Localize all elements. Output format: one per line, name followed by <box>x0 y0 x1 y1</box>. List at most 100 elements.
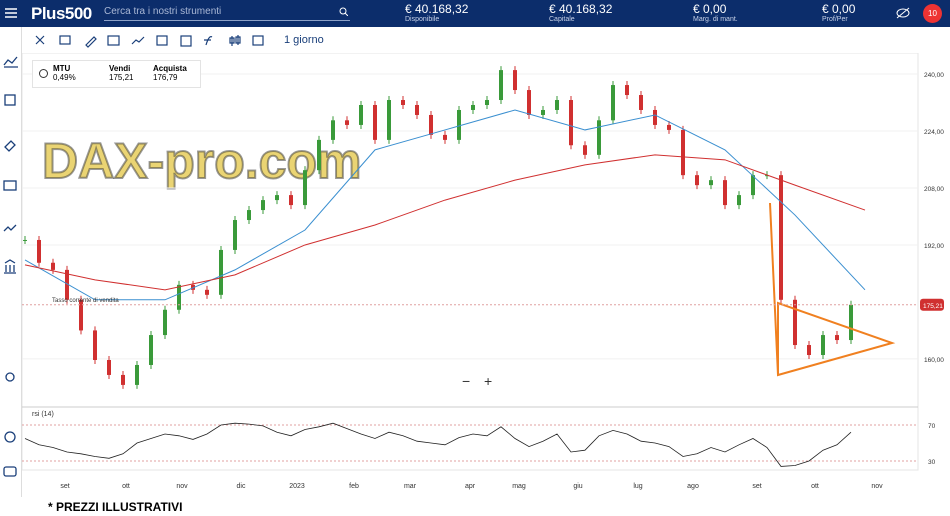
candle <box>345 120 349 125</box>
sun-icon[interactable] <box>5 372 15 382</box>
search-icon[interactable] <box>339 7 348 16</box>
x-tick-label: ott <box>811 483 819 490</box>
candle <box>583 145 587 155</box>
candle <box>835 335 839 341</box>
symbol: MTU <box>53 64 71 73</box>
candle <box>93 330 97 360</box>
info-icon[interactable] <box>39 69 48 78</box>
candle <box>639 95 643 110</box>
candle <box>779 175 783 300</box>
candle <box>205 289 209 295</box>
candle <box>737 195 741 206</box>
candle <box>261 200 265 211</box>
sell-price: 175,21 <box>109 73 134 82</box>
menu-icon[interactable] <box>5 8 17 18</box>
fullscreen-icon[interactable] <box>35 35 45 45</box>
candle <box>79 299 83 331</box>
portfolio-icon[interactable] <box>3 180 17 191</box>
x-tick-label: set <box>752 483 761 490</box>
chart: DAX-pro.com 240,00 224,00 208,00 192,00 160,0… <box>22 53 944 490</box>
chat-icon[interactable] <box>3 466 17 477</box>
trades-icon[interactable] <box>4 94 16 106</box>
candle <box>821 335 825 356</box>
candle <box>849 304 853 341</box>
line-chart-icon[interactable] <box>107 35 120 46</box>
change: 0,49% <box>53 73 76 82</box>
x-tick-label: ott <box>122 483 130 490</box>
zoom-in[interactable]: + <box>484 373 492 389</box>
draw-icon[interactable] <box>85 36 97 48</box>
candle <box>303 170 307 206</box>
last-price-label: 175,21 <box>923 303 943 310</box>
candle <box>415 104 419 115</box>
indicator-icon[interactable] <box>131 36 145 45</box>
y-tick-label: 192,00 <box>924 243 944 250</box>
zoom-out[interactable]: − <box>462 373 470 389</box>
candle <box>611 85 615 121</box>
x-tick-label: mar <box>404 483 417 490</box>
x-tick-label: nov <box>176 483 188 490</box>
trend-icon[interactable] <box>3 224 17 232</box>
amount-label: Disponibile <box>405 16 440 23</box>
amount-label: Capitale <box>549 16 575 23</box>
amount: € 0,00 <box>822 2 856 16</box>
moving-average <box>24 109 866 301</box>
candle <box>499 70 503 101</box>
note-icon[interactable] <box>59 35 71 45</box>
instrument-box: MTU 0,49% Vendi 175,21 Acquista 176,79 <box>32 60 201 88</box>
watermark: DAX-pro.com <box>42 133 361 189</box>
timeframe-select[interactable]: 1 giorno <box>284 34 324 46</box>
y-tick-label: 208,00 <box>924 186 944 193</box>
hide-icon[interactable] <box>896 7 910 19</box>
account-value: € 0,00 Marg. di mant. <box>693 2 738 23</box>
candle <box>107 359 111 375</box>
candle <box>723 180 727 206</box>
y-tick-label: 224,00 <box>924 129 944 136</box>
save-icon[interactable] <box>180 35 192 47</box>
sidebar <box>0 27 22 497</box>
x-tick-label: feb <box>349 483 359 490</box>
candle <box>541 109 545 115</box>
candle <box>457 109 461 140</box>
candle <box>149 335 153 365</box>
search-placeholder[interactable]: Cerca tra i nostri strumenti <box>104 6 222 17</box>
candle <box>387 100 391 140</box>
x-tick-label: 2023 <box>289 483 305 490</box>
fx-icon[interactable] <box>204 36 213 46</box>
notification-badge[interactable]: 10 <box>923 4 942 23</box>
chart-icon[interactable] <box>3 56 18 68</box>
candle <box>163 309 167 336</box>
candle <box>23 239 27 241</box>
target-icon[interactable] <box>4 431 16 443</box>
compare-icon[interactable] <box>156 35 168 46</box>
rsi-label: rsi (14) <box>32 411 54 418</box>
triangle-annotation <box>769 202 896 377</box>
candles-icon[interactable] <box>229 35 241 46</box>
candle <box>471 104 475 110</box>
rsi-line <box>24 422 852 467</box>
footer-note: * PREZZI ILLUSTRATIVI <box>48 500 183 514</box>
candle <box>751 175 755 196</box>
candle <box>709 180 713 186</box>
toolbar-icons <box>35 35 264 48</box>
calendar-icon[interactable] <box>252 35 264 46</box>
candle <box>401 100 405 105</box>
last-price-tag <box>920 298 944 311</box>
candle <box>597 120 601 155</box>
candle <box>331 120 335 140</box>
tag-icon[interactable] <box>4 140 16 152</box>
header: Plus500 Cerca tra i nostri strumenti € 4… <box>0 0 950 27</box>
candle <box>37 239 41 263</box>
search-box[interactable]: Cerca tra i nostri strumenti <box>104 3 350 21</box>
x-tick-label: set <box>60 483 69 490</box>
candle <box>681 129 685 176</box>
amount-label: Marg. di mant. <box>693 16 738 23</box>
candle <box>485 100 489 105</box>
sidebar-icons <box>3 56 18 477</box>
logo[interactable]: Plus500 <box>31 4 92 23</box>
candle <box>317 139 321 171</box>
bank-icon[interactable] <box>4 259 16 274</box>
candle <box>219 249 223 295</box>
candle <box>527 90 531 115</box>
